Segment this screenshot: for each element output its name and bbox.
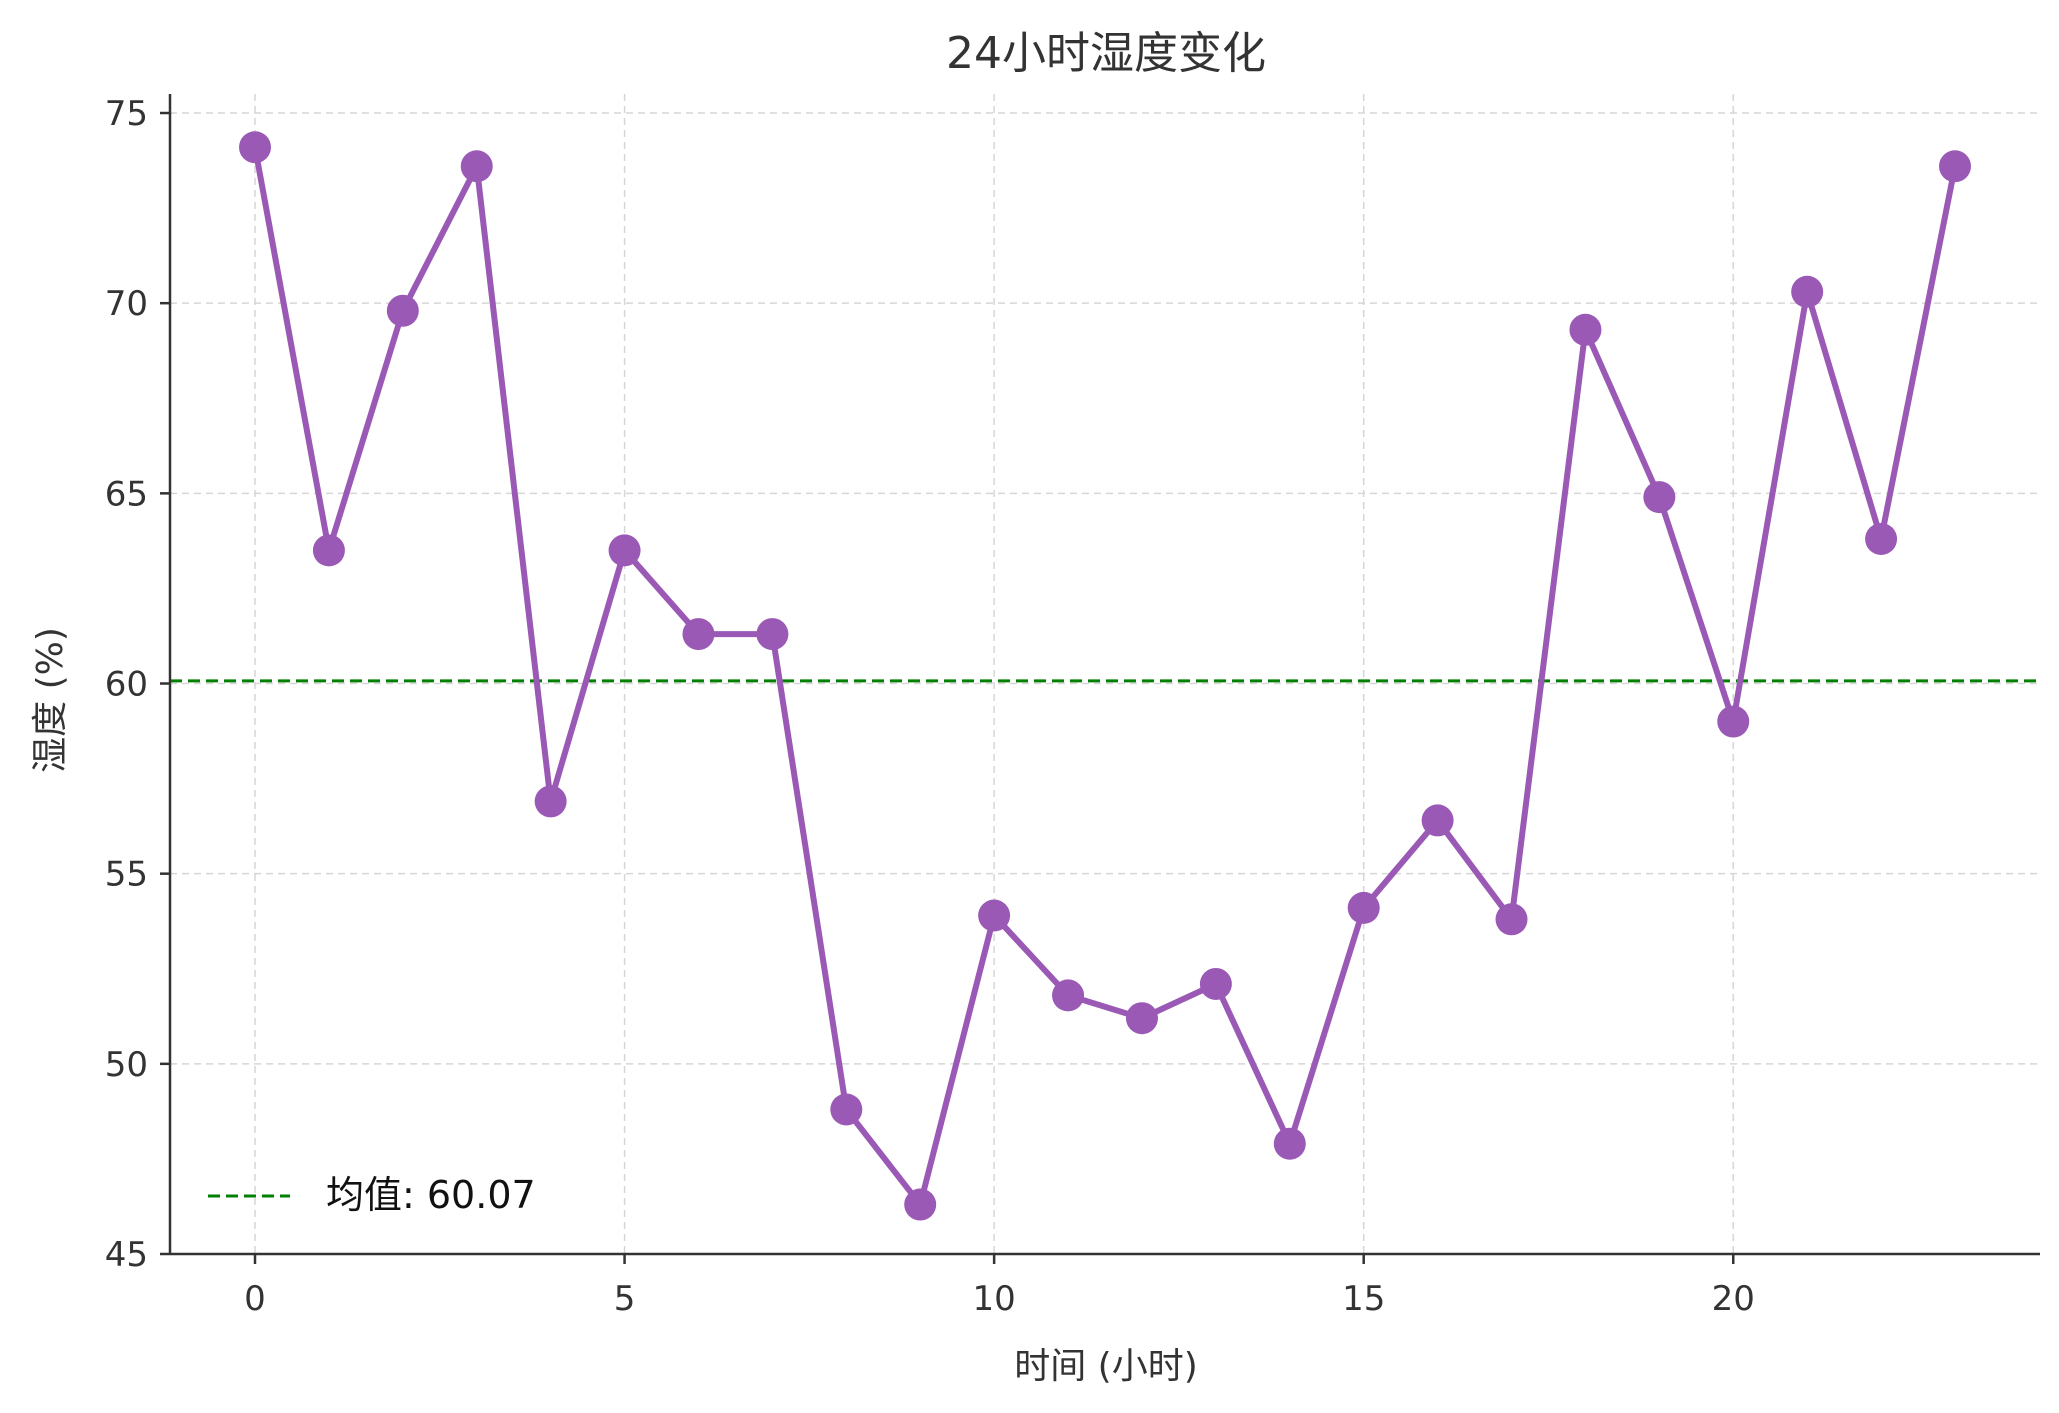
data-point — [1717, 705, 1750, 738]
data-point — [1273, 1127, 1306, 1160]
series-layer — [239, 131, 1971, 1221]
data-point — [386, 294, 419, 327]
data-point — [756, 618, 789, 651]
data-point — [1495, 903, 1528, 936]
data-point — [682, 618, 715, 651]
y-ticks: 45 50 55 60 65 70 75 — [105, 94, 170, 1275]
data-point — [1643, 481, 1676, 514]
y-tick-label: 70 — [105, 284, 148, 324]
data-point — [1569, 313, 1602, 346]
data-point — [608, 534, 641, 567]
x-tick-label: 0 — [244, 1279, 266, 1319]
legend: 均值: 60.07 — [208, 1173, 536, 1217]
x-tick-label: 15 — [1342, 1279, 1385, 1319]
data-point — [534, 785, 567, 818]
data-point — [460, 150, 493, 183]
data-point — [1052, 979, 1085, 1012]
data-point — [1939, 150, 1971, 183]
y-tick-label: 65 — [105, 474, 148, 514]
x-tick-label: 5 — [614, 1279, 636, 1319]
y-axis-label: 湿度 (%) — [30, 627, 71, 773]
axes — [168, 94, 2040, 1256]
x-axis-label: 时间 (小时) — [1014, 1346, 1198, 1387]
data-point — [1125, 1002, 1158, 1035]
data-point — [1865, 522, 1898, 555]
data-point — [830, 1093, 863, 1126]
y-tick-label: 45 — [105, 1235, 148, 1275]
x-ticks: 0 5 10 15 20 — [244, 1254, 1755, 1319]
data-point — [1199, 967, 1232, 1000]
y-tick-label: 50 — [105, 1045, 148, 1085]
data-point — [1791, 275, 1824, 308]
chart-title: 24小时湿度变化 — [946, 28, 1266, 79]
humidity-series-line — [252, 146, 1958, 1208]
y-tick-label: 60 — [105, 665, 148, 705]
data-point — [978, 899, 1011, 932]
data-point — [1347, 891, 1380, 924]
grid — [170, 94, 2040, 1255]
x-tick-label: 10 — [972, 1279, 1015, 1319]
y-tick-label: 55 — [105, 855, 148, 895]
legend-label-mean: 均值: 60.07 — [326, 1173, 536, 1217]
data-point — [1421, 804, 1454, 837]
x-tick-label: 20 — [1712, 1279, 1755, 1319]
data-point — [904, 1188, 937, 1221]
data-point — [239, 131, 271, 164]
y-tick-label: 75 — [105, 94, 148, 134]
data-point — [312, 534, 345, 567]
